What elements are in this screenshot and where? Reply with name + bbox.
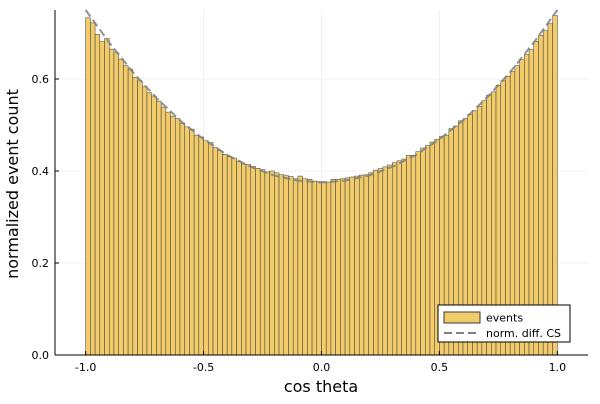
histogram-bar — [212, 147, 218, 356]
histogram-bar — [123, 65, 129, 356]
x-axis-label: cos theta — [284, 377, 358, 396]
histogram-bar — [113, 52, 119, 356]
histogram-bar — [156, 100, 162, 356]
legend-events-label: events — [486, 312, 523, 325]
legend-curve-label: norm. diff. CS — [486, 327, 561, 340]
histogram-bar — [259, 169, 266, 356]
histogram-bar — [382, 166, 388, 356]
histogram-bar — [373, 169, 379, 356]
histogram-bar — [104, 38, 110, 356]
x-tick-label: -0.5 — [193, 361, 214, 374]
histogram-bar — [179, 122, 185, 356]
histogram-bar — [302, 178, 308, 356]
legend: events norm. diff. CS — [437, 304, 571, 343]
x-tick-label: 1.0 — [549, 361, 567, 374]
histogram-bar — [387, 164, 393, 356]
histogram-bar — [189, 128, 195, 356]
histogram-bar — [325, 181, 332, 356]
histogram-bar — [288, 176, 294, 356]
histogram-bar — [222, 154, 228, 356]
histogram-bar — [137, 80, 143, 356]
histogram-bar — [363, 174, 369, 356]
histogram-bar — [340, 178, 346, 356]
histogram-bar — [392, 162, 398, 356]
histogram-bar — [358, 174, 365, 356]
histogram-bar — [269, 170, 275, 356]
histogram-bar — [193, 135, 200, 356]
histogram-bar — [377, 168, 384, 356]
histogram-bar — [552, 15, 558, 356]
histogram-bar — [118, 58, 124, 356]
histogram-bar — [401, 158, 407, 356]
histogram-bar — [132, 76, 138, 356]
histogram-bar — [160, 106, 167, 356]
histogram-bar — [255, 167, 261, 356]
histogram-bar — [425, 145, 431, 356]
y-tick-label: 0.6 — [32, 73, 50, 86]
histogram-bar — [151, 95, 157, 356]
histogram-bar — [344, 177, 351, 356]
histogram-bar — [292, 178, 299, 356]
histogram-bar — [335, 179, 341, 356]
histogram-bar — [99, 41, 105, 356]
curve-line — [84, 9, 559, 184]
histogram-bar — [208, 142, 214, 356]
histogram-bar — [203, 140, 209, 356]
histogram-bar — [283, 175, 289, 356]
histogram-bar — [274, 172, 280, 356]
histogram-bar — [245, 164, 251, 356]
histogram-bar — [236, 161, 242, 356]
x-tick-label: 0.0 — [313, 361, 331, 374]
histogram-bar — [316, 181, 322, 356]
histogram-bar — [184, 126, 190, 356]
histogram-bar — [311, 180, 318, 356]
histogram-bar — [94, 34, 101, 356]
histogram-bar — [198, 136, 204, 356]
histogram-bar — [396, 160, 402, 356]
histogram-bar — [146, 92, 152, 356]
histogram-bars — [85, 15, 558, 356]
x-tick-label: 0.5 — [431, 361, 449, 374]
histogram-bar — [231, 157, 237, 356]
histogram-bar — [420, 147, 426, 356]
histogram-bar — [330, 179, 336, 356]
histogram-bar — [241, 163, 247, 356]
y-axis-label: normalized event count — [3, 89, 22, 279]
histogram-bar — [354, 175, 360, 356]
y-tick-label: 0.2 — [32, 257, 50, 270]
histogram-bar — [415, 151, 421, 356]
x-tick-label: -1.0 — [75, 361, 96, 374]
histogram-bar — [264, 171, 270, 356]
histogram-bar — [406, 155, 412, 356]
histogram-bar — [429, 141, 435, 356]
histogram-bar — [142, 86, 148, 356]
histogram-bar — [278, 174, 285, 356]
histogram-bar — [127, 69, 134, 356]
tick-labels: -1.0 -0.5 0.0 0.5 1.0 0.0 0.2 0.4 0.6 — [32, 73, 567, 374]
histogram-bar — [226, 156, 233, 356]
histogram-bar — [368, 172, 374, 356]
histogram-bar — [170, 116, 176, 356]
histogram-bar — [90, 22, 96, 356]
histogram-bar — [217, 150, 223, 356]
histogram-bar — [307, 179, 313, 356]
histogram-bar — [410, 155, 417, 356]
histogram-bar — [108, 48, 115, 356]
histogram-bar — [165, 111, 171, 356]
histogram-bar — [297, 175, 303, 356]
histogram-bar — [175, 118, 181, 356]
histogram-bar — [85, 17, 91, 356]
histogram-bar — [321, 181, 327, 356]
legend-events-swatch — [443, 311, 481, 324]
histogram-bar — [349, 176, 355, 356]
histogram-bar — [250, 166, 256, 356]
y-tick-label: 0.4 — [32, 165, 50, 178]
y-tick-label: 0.0 — [32, 349, 50, 362]
curve-layer — [84, 9, 559, 184]
